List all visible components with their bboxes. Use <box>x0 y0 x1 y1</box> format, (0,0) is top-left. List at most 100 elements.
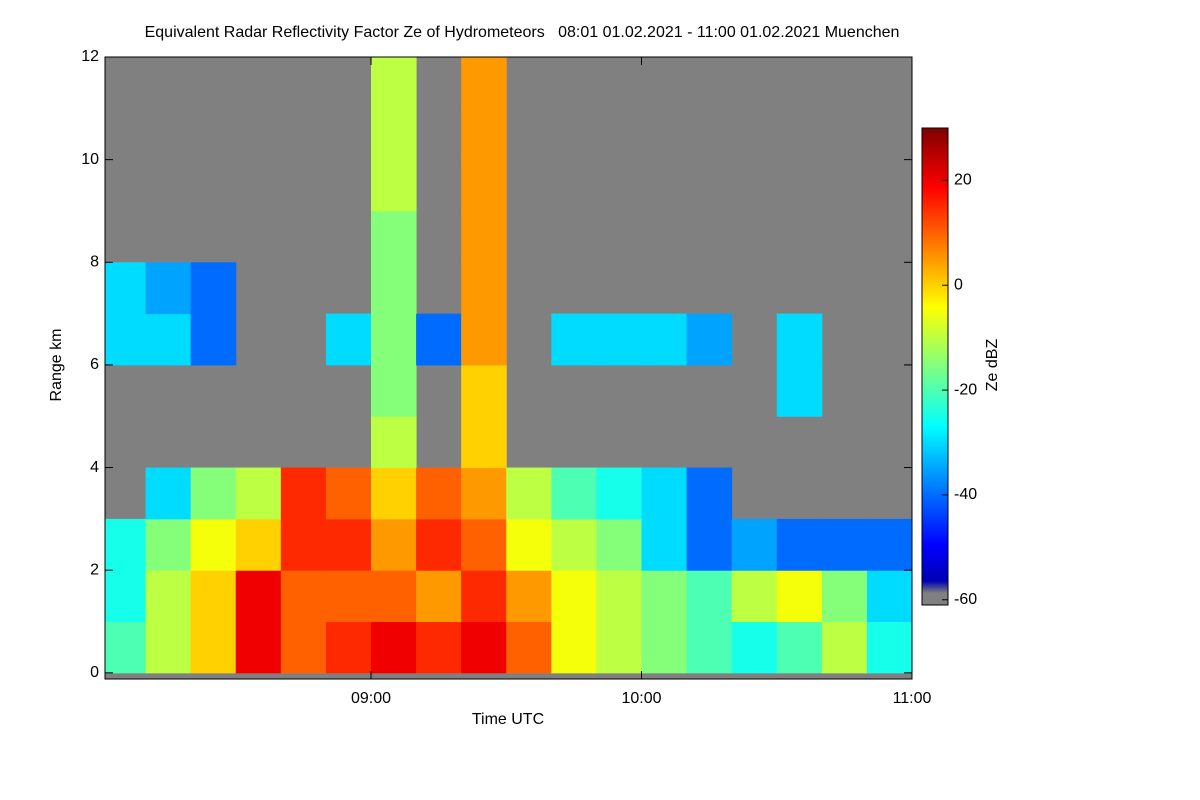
heatmap-cell <box>506 570 552 623</box>
heatmap-cell <box>370 364 417 417</box>
y-tick-label: 6 <box>90 356 99 373</box>
colorbar-label: Ze dBZ <box>984 339 1001 392</box>
heatmap-cell <box>370 210 417 263</box>
heatmap-cell <box>145 262 192 315</box>
heatmap-cell <box>370 57 417 109</box>
heatmap-cell <box>235 570 282 623</box>
heatmap-cell <box>190 262 237 315</box>
heatmap-cell <box>866 518 912 571</box>
heatmap-cell <box>776 621 823 674</box>
heatmap-cell <box>105 621 147 674</box>
y-tick-label: 12 <box>81 48 99 65</box>
heatmap-cell <box>551 621 597 674</box>
heatmap-cell <box>821 621 868 674</box>
heatmap-cell <box>686 313 733 366</box>
heatmap-cell <box>866 621 912 674</box>
heatmap-cell <box>280 518 327 571</box>
heatmap-cell <box>370 416 417 469</box>
heatmap-cell <box>145 621 192 674</box>
heatmap-cell <box>105 518 147 571</box>
heatmap-cell <box>731 570 778 623</box>
heatmap-cell <box>641 621 688 674</box>
heatmap-cell <box>370 108 417 161</box>
heatmap-cell <box>551 313 597 366</box>
heatmap-cell <box>190 313 237 366</box>
heatmap-cell <box>596 467 642 520</box>
colorbar-tick-label: 20 <box>954 172 972 189</box>
heatmap-cell <box>461 518 507 571</box>
heatmap-cell <box>551 467 597 520</box>
heatmap-cell <box>235 467 282 520</box>
heatmap-cell <box>370 313 417 366</box>
heatmap-cell <box>416 518 462 571</box>
heatmap-cell <box>461 313 507 366</box>
colorbar-tick-label: -60 <box>954 591 977 608</box>
heatmap-cell <box>190 518 237 571</box>
heatmap-cell <box>776 518 823 571</box>
heatmap-cell <box>416 313 462 366</box>
heatmap-cell <box>776 364 823 417</box>
heatmap-cell <box>596 570 642 623</box>
heatmap-cell <box>461 210 507 263</box>
heatmap-cell <box>280 621 327 674</box>
heatmap-cell <box>461 467 507 520</box>
heatmap-cell <box>596 313 642 366</box>
heatmap-cell <box>416 467 462 520</box>
heatmap-cell <box>821 570 868 623</box>
heatmap-cell <box>145 518 192 571</box>
heatmap-cell <box>370 262 417 315</box>
y-tick-label: 4 <box>90 459 99 476</box>
heatmap-cell <box>416 570 462 623</box>
heatmap-cell <box>776 570 823 623</box>
heatmap-cell <box>461 570 507 623</box>
colorbar <box>921 127 949 606</box>
heatmap-cell <box>731 518 778 571</box>
heatmap-cell <box>235 518 282 571</box>
heatmap-cell <box>641 313 688 366</box>
heatmap-cell <box>370 159 417 212</box>
heatmap-cell <box>866 570 912 623</box>
heatmap-cell <box>325 621 372 674</box>
heatmap-cell <box>461 262 507 315</box>
heatmap-cell <box>370 570 417 623</box>
heatmap-cell <box>686 518 733 571</box>
heatmap-cell <box>686 621 733 674</box>
heatmap-cell <box>105 262 147 315</box>
plot-frame <box>104 56 913 680</box>
heatmap-cell <box>641 518 688 571</box>
heatmap-cell <box>641 467 688 520</box>
heatmap-cell <box>190 570 237 623</box>
heatmap-cell <box>506 467 552 520</box>
chart-title: Equivalent Radar Reflectivity Factor Ze … <box>145 24 900 41</box>
heatmap-cell <box>325 313 372 366</box>
x-axis-label: Time UTC <box>472 711 544 728</box>
heatmap-cell <box>551 570 597 623</box>
heatmap-cell <box>461 621 507 674</box>
heatmap-cell <box>821 518 868 571</box>
heatmap-cell <box>461 57 507 109</box>
heatmap-cell <box>551 518 597 571</box>
heatmap-cell <box>596 518 642 571</box>
colorbar-tick-label: -20 <box>954 381 977 398</box>
colorbar-tick-label: 0 <box>954 276 963 293</box>
heatmap-cell <box>641 570 688 623</box>
heatmap-cell <box>190 467 237 520</box>
heatmap-cell <box>105 313 147 366</box>
heatmap-cell <box>506 518 552 571</box>
heatmap-cell <box>596 621 642 674</box>
heatmap-cell <box>325 467 372 520</box>
colorbar-tick-label: -40 <box>954 486 977 503</box>
heatmap-cell <box>461 364 507 417</box>
heatmap-cell <box>235 621 282 674</box>
heatmap-cell <box>416 621 462 674</box>
y-tick-label: 0 <box>90 664 99 681</box>
heatmap-cell <box>325 518 372 571</box>
y-axis-label: Range km <box>48 329 65 402</box>
heatmap-cell <box>370 518 417 571</box>
heatmap-cell <box>280 467 327 520</box>
heatmap-cell <box>145 313 192 366</box>
y-tick-label: 8 <box>90 253 99 270</box>
heatmap-cell <box>686 570 733 623</box>
heatmap-cell <box>686 467 733 520</box>
